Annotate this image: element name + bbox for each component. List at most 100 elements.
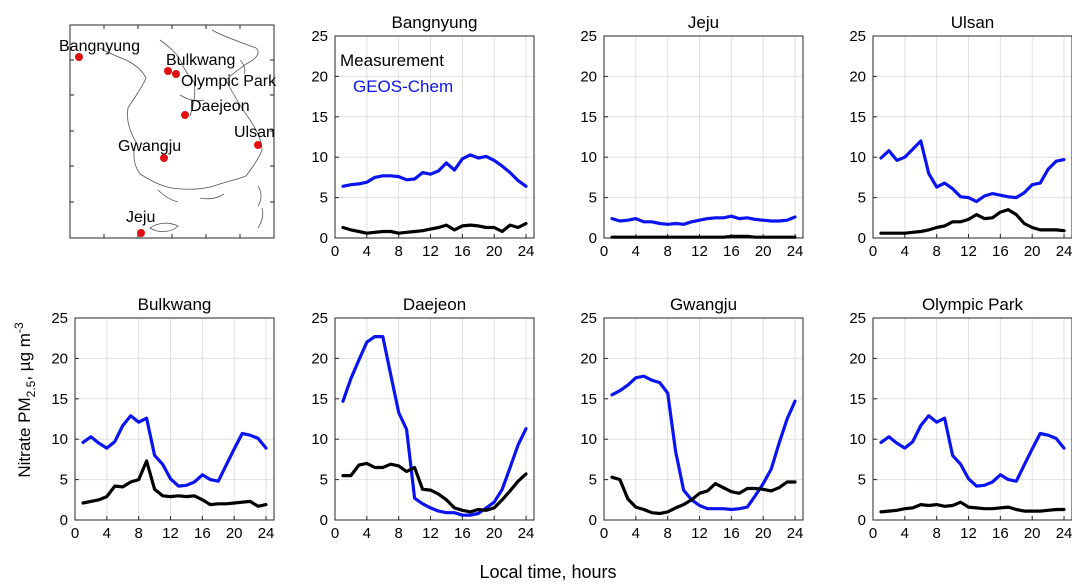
x-tick-label: 24 [518,243,535,260]
x-tick-label: 0 [600,243,608,260]
y-tick-label: 25 [580,310,597,327]
y-tick-label: 0 [589,512,597,529]
panel-gwangju: 0 4 8 12 16 20 24 0 5 10 15 20 25 Gwangju [580,295,804,542]
x-tick-label: 24 [518,525,535,542]
x-tick-label: 0 [600,525,608,542]
y-tick-label: 5 [589,190,597,207]
axes-frame [872,317,1072,521]
site-label-ulsan: Ulsan [234,124,275,141]
y-tick-label: 5 [60,472,68,489]
map-panel: Bangnyung Bulkwang Olympic Park Daejeon Ulsa… [59,24,277,239]
site-label-bulkwang: Bulkwang [166,52,235,69]
x-tick-label: 20 [486,525,503,542]
x-axis-label: Local time, hours [479,562,616,582]
series-line-geos-chem [81,414,268,488]
x-tick-label: 16 [454,243,471,260]
x-tick-label: 12 [422,243,439,260]
x-tick-label: 4 [363,525,371,542]
y-tick-label: 0 [858,512,866,529]
site-marker-ulsan [254,141,262,149]
plot-area [335,36,534,238]
y-tick-label: 25 [311,28,328,45]
panel-ulsan: 0 4 8 12 16 20 24 0 5 10 15 20 25 Ulsan [849,13,1072,260]
y-tick-label: 15 [311,109,328,126]
y-tick-label: 20 [580,350,597,367]
series-line-measurement [879,208,1066,235]
y-axis-label: Nitrate PM2.5, µg m-3 [12,322,38,478]
x-tick-label: 8 [664,525,672,542]
plot-area [75,318,274,520]
x-tick-label: 12 [960,525,977,542]
y-tick-label: 15 [311,391,328,408]
y-tick-label: 5 [858,472,866,489]
y-tick-label: 25 [580,28,597,45]
y-tick-label: 0 [60,512,68,529]
y-tick-label: 25 [849,310,866,327]
panel-title: Jeju [688,13,719,32]
series-line-geos-chem [879,414,1066,488]
legend-measurement: Measurement [340,51,444,70]
axes-frame [74,317,275,521]
x-tick-label: 8 [664,243,672,260]
y-tick-label: 15 [849,391,866,408]
x-tick-label: 12 [422,525,439,542]
x-tick-label: 16 [723,525,740,542]
map-sites: Bangnyung Bulkwang Olympic Park Daejeon Ulsa… [59,38,277,237]
series-line-measurement [81,459,268,508]
ylabel-sub: 2.5 [24,380,38,397]
y-tick-label: 0 [858,230,866,247]
site-marker-olympic-park [172,70,180,78]
x-tick-label: 24 [1056,525,1072,542]
series-line-geos-chem [610,374,797,512]
site-label-olympic-park: Olympic Park [181,73,277,90]
x-tick-label: 8 [395,243,403,260]
x-tick-label: 0 [331,243,339,260]
x-tick-label: 8 [933,525,941,542]
y-tick-label: 10 [849,149,866,166]
panel-title: Ulsan [951,13,994,32]
panel-title: Olympic Park [922,295,1024,314]
x-tick-label: 16 [992,243,1009,260]
site-marker-bangnyung [75,53,83,61]
y-tick-label: 0 [320,230,328,247]
site-label-daejeon: Daejeon [190,98,250,115]
series-line-measurement [341,461,528,514]
x-tick-label: 0 [331,525,339,542]
plot-area [873,36,1072,238]
legend: Measurement GEOS-Chem [340,51,453,96]
panel-title: Bangnyung [391,13,477,32]
x-tick-label: 20 [755,243,772,260]
x-tick-label: 16 [992,525,1009,542]
x-tick-label: 16 [194,525,211,542]
plot-area [335,318,534,520]
x-tick-label: 24 [787,243,804,260]
series-line-measurement [610,234,797,239]
x-tick-label: 20 [1024,243,1041,260]
x-tick-label: 20 [226,525,243,542]
x-tick-label: 0 [71,525,79,542]
y-tick-label: 5 [320,190,328,207]
x-tick-label: 12 [691,525,708,542]
y-tick-label: 15 [51,391,68,408]
plot-area [604,36,803,238]
y-tick-label: 20 [311,350,328,367]
y-tick-label: 25 [311,310,328,327]
y-tick-label: 5 [320,472,328,489]
x-tick-label: 4 [103,525,111,542]
map-ticks [69,24,275,239]
x-tick-label: 8 [395,525,403,542]
x-tick-label: 20 [486,243,503,260]
panel-bulkwang: 0 4 8 12 16 20 24 0 5 10 15 20 25 Bulkwang [51,295,275,542]
map-coastline [99,29,264,232]
axes-frame [334,35,535,239]
plot-area [873,318,1072,520]
x-tick-label: 4 [363,243,371,260]
panel-title: Bulkwang [138,295,212,314]
y-tick-label: 0 [320,512,328,529]
x-tick-label: 0 [869,525,877,542]
series-line-measurement [879,500,1066,514]
panel-jeju: 0 4 8 12 16 20 24 0 5 10 15 20 25 Jeju [580,13,804,260]
panel-title: Gwangju [670,295,737,314]
y-tick-label: 5 [858,190,866,207]
